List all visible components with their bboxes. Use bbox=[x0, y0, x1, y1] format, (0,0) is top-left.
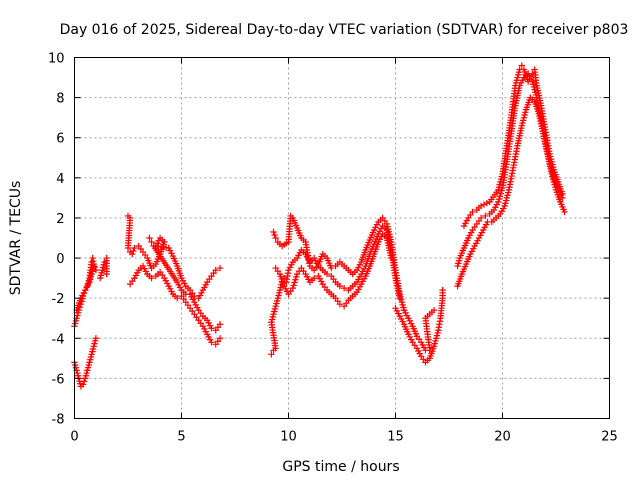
data-point bbox=[92, 266, 100, 274]
series-K bbox=[392, 286, 446, 366]
data-point bbox=[103, 270, 110, 278]
data-point bbox=[80, 378, 88, 385]
data-point bbox=[480, 201, 488, 208]
data-point bbox=[208, 325, 215, 332]
data-point bbox=[495, 195, 503, 203]
data-point bbox=[270, 228, 277, 236]
data-points bbox=[71, 62, 568, 390]
data-point bbox=[129, 250, 136, 258]
y-tick-label: 0 bbox=[56, 252, 64, 267]
series-O bbox=[460, 62, 566, 230]
data-point bbox=[146, 234, 153, 242]
data-point bbox=[268, 351, 275, 358]
data-point bbox=[212, 266, 219, 274]
series-I bbox=[270, 212, 408, 314]
x-tick-label: 25 bbox=[601, 430, 618, 445]
data-point bbox=[497, 190, 504, 197]
x-tick-label: 10 bbox=[280, 430, 297, 445]
y-tick-label: 2 bbox=[56, 212, 64, 227]
series-C bbox=[73, 262, 97, 314]
data-point bbox=[559, 190, 566, 198]
data-point bbox=[92, 335, 100, 342]
data-point bbox=[191, 292, 198, 300]
data-point bbox=[208, 339, 215, 346]
y-tick-label: 8 bbox=[56, 92, 64, 107]
data-point bbox=[124, 244, 132, 252]
data-point bbox=[271, 231, 278, 239]
data-point bbox=[483, 200, 491, 207]
y-axis-label: SDTVAR / TECUs bbox=[8, 181, 24, 296]
series-L bbox=[400, 307, 438, 354]
data-point bbox=[292, 276, 299, 283]
data-point bbox=[90, 262, 97, 270]
data-point bbox=[477, 202, 485, 210]
data-point bbox=[518, 62, 525, 69]
data-point bbox=[336, 300, 344, 308]
data-point bbox=[496, 193, 504, 200]
chart-title: Day 016 of 2025, Sidereal Day-to-day VTE… bbox=[60, 22, 629, 38]
series-F bbox=[126, 262, 224, 348]
y-tick-label: -4 bbox=[52, 332, 65, 347]
x-axis-label: GPS time / hours bbox=[282, 459, 399, 475]
data-point bbox=[388, 254, 395, 262]
data-point bbox=[131, 244, 138, 252]
data-point bbox=[148, 274, 155, 282]
data-point bbox=[216, 264, 224, 272]
data-point bbox=[495, 198, 502, 206]
data-point bbox=[216, 321, 224, 328]
data-point bbox=[328, 264, 335, 272]
data-point bbox=[148, 238, 155, 246]
data-point bbox=[323, 270, 331, 278]
x-tick-label: 5 bbox=[177, 430, 185, 445]
data-point bbox=[310, 274, 318, 282]
x-tick-label: 20 bbox=[494, 430, 511, 445]
data-point bbox=[477, 214, 485, 222]
x-tick-label: 0 bbox=[70, 430, 78, 445]
series-D bbox=[96, 254, 110, 282]
data-point bbox=[293, 273, 300, 281]
series-J bbox=[272, 230, 395, 310]
data-point bbox=[340, 284, 348, 292]
data-point bbox=[482, 212, 489, 220]
series-G bbox=[146, 234, 224, 334]
y-tick-label: 4 bbox=[56, 172, 64, 187]
plot-frame bbox=[74, 57, 610, 419]
data-point bbox=[439, 286, 446, 294]
y-tick-label: -2 bbox=[52, 292, 65, 307]
data-point bbox=[289, 284, 296, 292]
data-point bbox=[336, 282, 344, 290]
data-point bbox=[469, 208, 476, 216]
data-point bbox=[272, 234, 279, 242]
series-B bbox=[71, 335, 100, 390]
data-point bbox=[79, 381, 87, 388]
y-tick-label: -8 bbox=[52, 413, 65, 428]
axis-ticks: 0 5 10 15 20 25 -8 -6 -4 -2 0 2 4 6 8 10 bbox=[48, 52, 618, 445]
data-point bbox=[291, 279, 298, 286]
y-tick-label: 10 bbox=[48, 52, 65, 67]
data-point bbox=[290, 282, 297, 289]
data-point bbox=[130, 247, 137, 255]
data-point bbox=[561, 208, 568, 216]
y-tick-label: 6 bbox=[56, 132, 64, 147]
y-tick-label: -6 bbox=[52, 372, 65, 387]
x-tick-label: 15 bbox=[387, 430, 404, 445]
data-point bbox=[498, 187, 505, 194]
data-point bbox=[174, 294, 181, 302]
data-point bbox=[216, 335, 224, 342]
data-point bbox=[430, 307, 438, 314]
